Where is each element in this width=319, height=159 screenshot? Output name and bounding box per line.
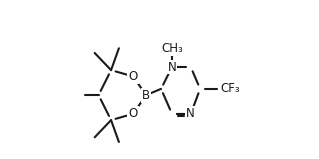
Text: CH₃: CH₃	[161, 42, 183, 55]
Text: N: N	[167, 61, 176, 73]
Text: O: O	[128, 70, 137, 83]
Text: B: B	[142, 89, 150, 102]
Text: CF₃: CF₃	[220, 82, 240, 95]
Text: O: O	[128, 107, 137, 120]
Text: N: N	[186, 107, 195, 120]
